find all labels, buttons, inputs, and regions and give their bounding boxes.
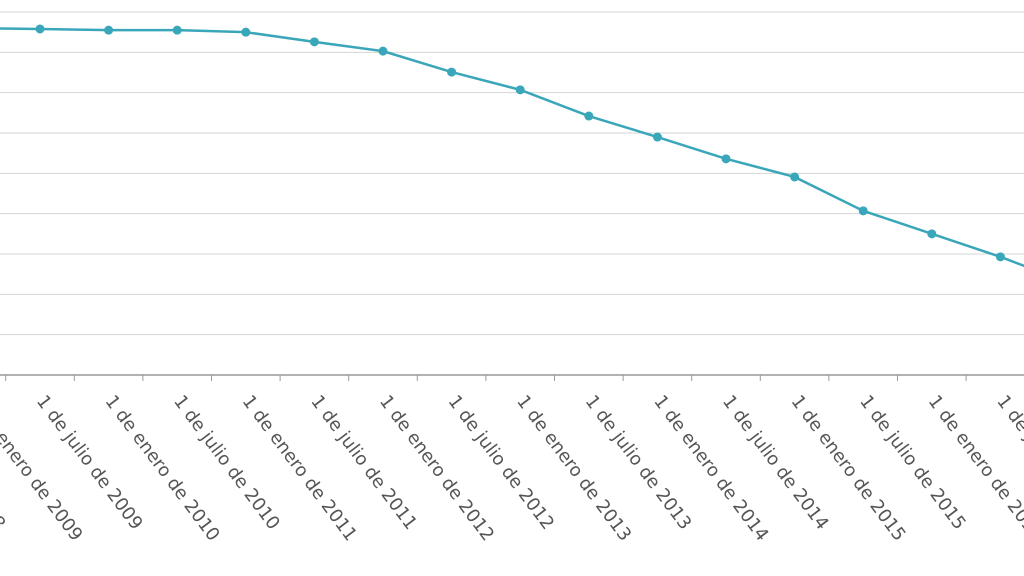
x-tick-label: 1 de enero de 2012 bbox=[375, 391, 498, 545]
data-point bbox=[447, 67, 457, 77]
data-point bbox=[652, 132, 662, 142]
data-point bbox=[721, 154, 731, 164]
x-tick-label: 1 de enero de 2013 bbox=[512, 391, 635, 545]
data-point bbox=[790, 172, 800, 182]
data-point bbox=[515, 85, 525, 95]
data-point bbox=[172, 25, 182, 35]
x-tick-label: 1 de enero de 2015 bbox=[787, 391, 910, 545]
data-point bbox=[378, 46, 388, 56]
data-point bbox=[995, 252, 1005, 262]
series-line bbox=[0, 27, 1024, 268]
x-tick-label: 1 de enero de 2011 bbox=[238, 391, 361, 545]
x-tick-label: 1 de enero de 2014 bbox=[649, 391, 772, 545]
data-point bbox=[927, 229, 937, 239]
data-point bbox=[241, 27, 251, 37]
data-point bbox=[35, 24, 45, 34]
data-point bbox=[309, 37, 319, 47]
x-tick-label: 1 de enero de 2010 bbox=[101, 391, 224, 545]
data-point bbox=[858, 206, 868, 216]
data-point bbox=[104, 25, 114, 35]
data-point bbox=[584, 111, 594, 121]
